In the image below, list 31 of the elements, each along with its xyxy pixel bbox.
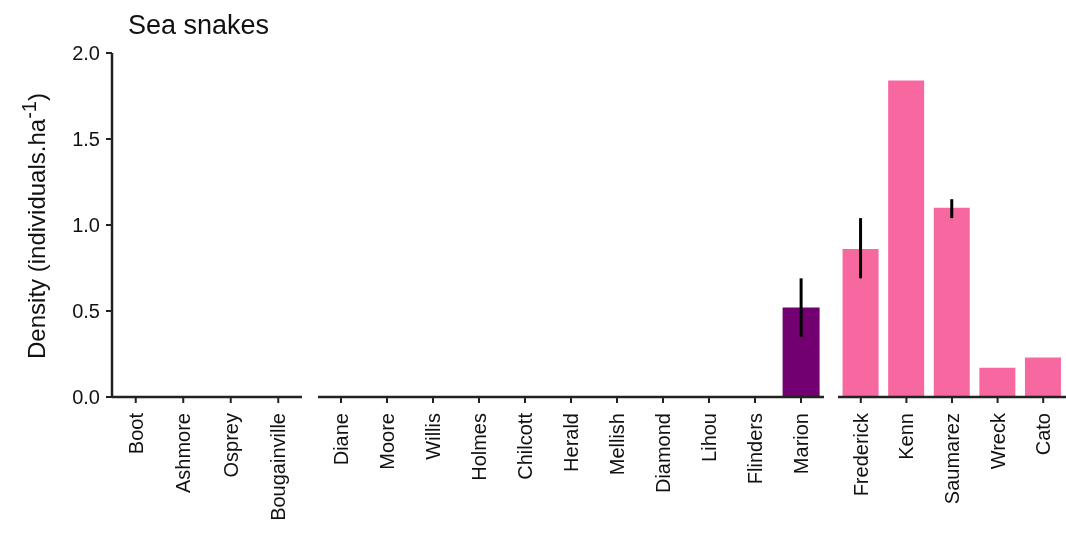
x-tick-label: Wreck	[986, 412, 1009, 470]
bar	[842, 249, 879, 397]
chart-title: Sea snakes	[128, 10, 270, 41]
y-tick-label: 0.5	[72, 300, 100, 322]
x-tick-label: Moore	[376, 413, 398, 470]
x-tick-label: Diamond	[652, 413, 674, 494]
x-tick-label: Flinders	[744, 413, 766, 485]
x-tick-label: Cato	[1032, 413, 1055, 456]
x-tick-label: Herald	[560, 413, 582, 472]
x-tick-label: Chilcott	[514, 412, 536, 480]
bar	[1024, 357, 1061, 397]
y-tick-label: 1.5	[72, 128, 100, 150]
bar	[933, 207, 970, 397]
x-tick-label: Kenn	[895, 413, 918, 460]
y-tick-label: 1.0	[72, 214, 100, 236]
x-tick-label: Saumarez	[941, 413, 963, 505]
y-tick-label: 2.0	[72, 42, 100, 64]
x-tick-label: Marion	[790, 413, 812, 475]
bar	[979, 367, 1016, 397]
x-tick-label: Willis	[422, 413, 444, 460]
x-tick-label: Mellish	[606, 413, 628, 476]
x-tick-label: Holmes	[468, 413, 490, 481]
x-tick-label: Diane	[330, 413, 352, 466]
x-tick-label: Osprey	[219, 413, 242, 478]
x-tick-label: Bougainville	[267, 413, 290, 521]
x-tick-label: Lihou	[698, 413, 720, 462]
bar	[888, 80, 925, 397]
x-tick-label: Boot	[124, 412, 147, 455]
x-tick-label: Ashmore	[172, 413, 195, 494]
y-tick-label: 0.0	[72, 386, 100, 408]
x-tick-label: Frederick	[849, 412, 872, 497]
